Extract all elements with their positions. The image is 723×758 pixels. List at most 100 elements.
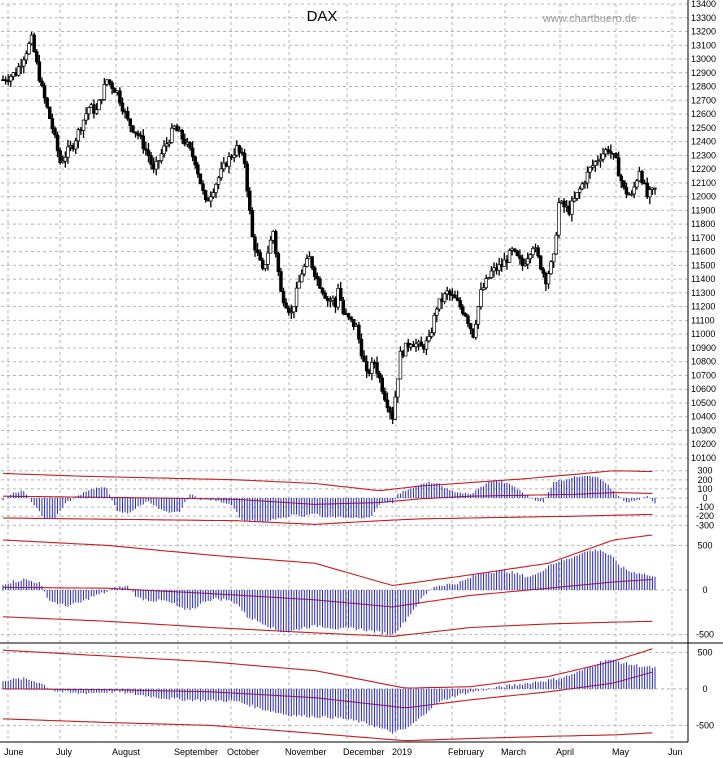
price-candle-body xyxy=(198,173,203,185)
price-candle-body xyxy=(515,250,520,256)
price-candle-body xyxy=(474,323,478,338)
price-tick-label: 13000 xyxy=(691,54,716,64)
price-candle-body xyxy=(266,252,270,265)
price-candle-body xyxy=(175,125,179,132)
price-candle-body xyxy=(37,61,42,82)
price-candle-body xyxy=(312,267,317,277)
price-candle-body xyxy=(448,290,452,295)
price-candle-body xyxy=(219,168,223,179)
price-candle-body xyxy=(86,107,91,115)
price-candle-body xyxy=(414,343,418,348)
price-candle-body xyxy=(403,342,408,357)
price-candle-body xyxy=(211,192,216,198)
price-candle-body xyxy=(489,270,494,278)
price-tick-label: 10300 xyxy=(691,425,716,435)
price-candle-body xyxy=(99,99,104,101)
price-candle-body xyxy=(48,106,52,120)
price-candle-body xyxy=(102,84,107,100)
price-candle-body xyxy=(616,157,621,177)
price-candle-body xyxy=(461,306,465,314)
price-tick-label: 10500 xyxy=(691,398,716,408)
price-candle-body xyxy=(141,135,146,150)
price-tick-label: 13300 xyxy=(691,13,716,23)
price-candle-body xyxy=(484,278,488,289)
price-candle-body xyxy=(35,51,39,63)
price-candle-body xyxy=(606,149,610,152)
price-candle-body xyxy=(349,316,353,320)
price-candle-body xyxy=(292,306,296,313)
price-candle-body xyxy=(250,209,255,238)
ind1-tick-label: -200 xyxy=(696,511,714,521)
price-candle-body xyxy=(258,252,262,261)
price-candle-body xyxy=(81,119,86,131)
price-candle-body xyxy=(557,202,561,236)
price-candle-body xyxy=(619,175,623,182)
month-label: August xyxy=(112,747,141,757)
price-candle-body xyxy=(528,254,533,259)
ind3-upper-band xyxy=(2,648,653,689)
price-tick-label: 12900 xyxy=(691,68,716,78)
price-tick-label: 11300 xyxy=(691,288,715,298)
price-candle-body xyxy=(164,143,169,147)
price-candle-body xyxy=(453,294,457,299)
price-candle-body xyxy=(97,99,101,111)
chart-title: DAX xyxy=(307,8,338,25)
ind3-tick-label: 0 xyxy=(702,684,707,694)
price-candle-body xyxy=(50,118,55,130)
price-candle-body xyxy=(554,234,559,255)
price-tick-label: 10400 xyxy=(691,412,716,422)
price-candle-body xyxy=(255,249,260,253)
ind1-tick-label: 300 xyxy=(697,466,712,476)
price-candle-body xyxy=(377,373,382,379)
price-tick-label: 12700 xyxy=(691,95,716,105)
price-candle-body xyxy=(341,299,346,314)
price-candle-body xyxy=(299,273,304,283)
price-candle-body xyxy=(588,166,592,173)
price-candle-body xyxy=(653,187,657,190)
price-candle-body xyxy=(201,183,205,191)
price-candle-body xyxy=(315,276,320,280)
price-candle-body xyxy=(125,111,130,120)
price-candle-body xyxy=(442,293,447,302)
price-tick-label: 13200 xyxy=(691,27,716,37)
price-tick-label: 11000 xyxy=(691,329,715,339)
price-tick-label: 11900 xyxy=(691,205,715,215)
price-candle-body xyxy=(614,153,618,158)
price-candle-body xyxy=(58,150,62,164)
price-candle-body xyxy=(479,289,483,307)
price-tick-label: 12200 xyxy=(691,164,716,174)
price-tick-label: 12500 xyxy=(691,123,716,133)
price-candle-body xyxy=(640,171,644,184)
price-tick-label: 12600 xyxy=(691,109,716,119)
ind2-tick-label: -500 xyxy=(696,630,714,640)
price-tick-label: 11200 xyxy=(691,302,715,312)
ind3-tick-label: -500 xyxy=(696,720,714,730)
month-label: 2019 xyxy=(392,747,412,757)
price-candle-body xyxy=(546,273,551,285)
price-candle-body xyxy=(110,82,114,89)
ind2-lower-band xyxy=(2,616,653,637)
price-candle-body xyxy=(73,140,78,150)
price-candle-body xyxy=(320,287,325,294)
price-candle-body xyxy=(468,323,473,330)
price-candle-body xyxy=(42,85,47,99)
price-candle-body xyxy=(53,128,57,136)
price-candle-body xyxy=(94,109,99,114)
grid-lines xyxy=(1,3,688,740)
price-tick-label: 13100 xyxy=(691,40,716,50)
price-candle-body xyxy=(159,153,164,162)
price-candle-body xyxy=(370,362,374,374)
price-candle-body xyxy=(196,164,200,175)
month-label: December xyxy=(343,747,385,757)
price-tick-label: 12300 xyxy=(691,150,716,160)
price-candle-body xyxy=(112,88,117,93)
price-tick-label: 11400 xyxy=(691,274,715,284)
ind1-tick-label: -100 xyxy=(696,502,714,512)
price-candle-body xyxy=(455,297,460,301)
price-candle-body xyxy=(227,156,231,167)
price-candle-body xyxy=(427,336,431,342)
ind1-lower-band xyxy=(2,513,653,525)
price-candle-body xyxy=(525,258,530,265)
price-candle-body xyxy=(84,113,88,121)
